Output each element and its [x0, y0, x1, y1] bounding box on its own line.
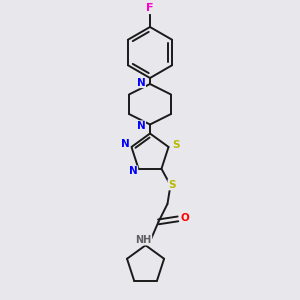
Text: F: F	[146, 3, 154, 14]
Text: N: N	[121, 139, 130, 149]
Text: S: S	[168, 180, 176, 190]
Text: NH: NH	[135, 235, 152, 245]
Text: S: S	[172, 140, 180, 151]
Text: N: N	[129, 166, 137, 176]
Text: N: N	[136, 121, 146, 131]
Text: N: N	[136, 77, 146, 88]
Text: O: O	[180, 213, 189, 223]
